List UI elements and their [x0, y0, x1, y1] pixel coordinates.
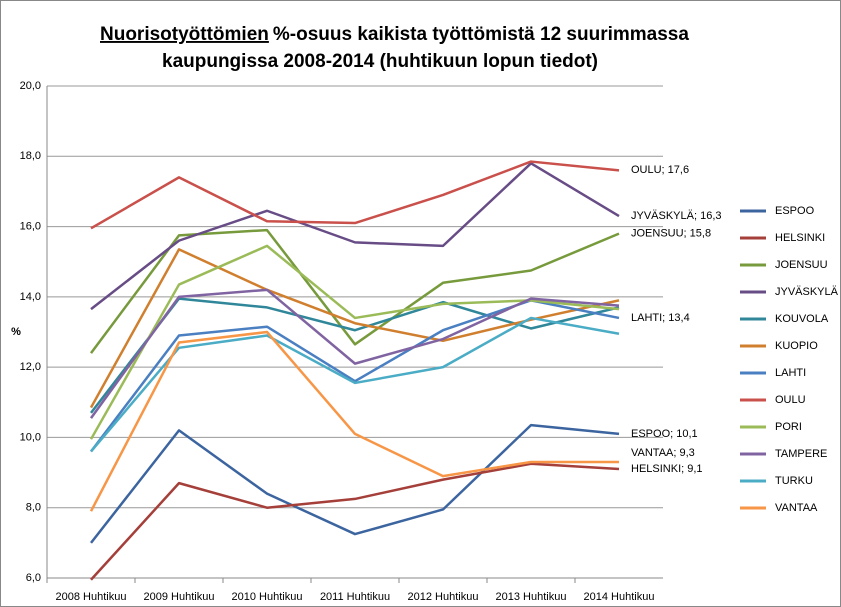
y-tick-label: 10,0 [20, 431, 41, 443]
data-label: OULU; 17,6 [631, 164, 689, 176]
series-line [89, 288, 620, 419]
x-tick-label: 2008 Huhtikuu [56, 591, 127, 603]
title-underlined: Nuorisotyöttömien [100, 24, 269, 45]
series-line [89, 244, 620, 440]
series-line [90, 423, 620, 544]
data-label: HELSINKI; 9,1 [631, 463, 703, 475]
x-tick-label: 2010 Huhtikuu [232, 591, 303, 603]
legend-label: JYVÄSKYLÄ [775, 286, 839, 298]
legend-label: PORI [775, 421, 802, 433]
y-tick-label: 16,0 [20, 220, 41, 232]
chart-title-line2: kaupungissa 2008-2014 (huhtikuun lopun t… [162, 51, 598, 72]
x-tick-label: 2014 Huhtikuu [584, 591, 655, 603]
data-label: LAHTI; 13,4 [631, 312, 690, 324]
y-tick-label: 18,0 [20, 150, 41, 162]
y-tick-label: 14,0 [20, 291, 41, 303]
series-line [90, 462, 620, 581]
x-tick-label: 2012 Huhtikuu [408, 591, 479, 603]
data-label: JYVÄSKYLÄ; 16,3 [631, 210, 722, 222]
chart-title: Nuorisotyöttömien %-osuus kaikista työttö… [100, 24, 689, 45]
legend-label: TAMPERE [775, 448, 827, 460]
y-tick-label: 12,0 [20, 361, 41, 373]
x-tick-label: 2009 Huhtikuu [144, 591, 215, 603]
series-line [90, 162, 620, 311]
legend-label: ESPOO [775, 205, 815, 217]
series-line [89, 248, 620, 409]
x-tick-label: 2013 Huhtikuu [496, 591, 567, 603]
legend-label: HELSINKI [775, 232, 825, 244]
data-label: JOENSUU; 15,8 [631, 228, 711, 240]
series-line [90, 160, 620, 230]
y-tick-label: 6,0 [26, 572, 41, 584]
data-label: ESPOO; 10,1 [631, 428, 698, 440]
legend-label: KOUVOLA [775, 313, 829, 325]
title-rest: %-osuus kaikista työttömistä 12 suurimma… [273, 24, 689, 45]
series-line [89, 330, 619, 512]
y-tick-label: 8,0 [26, 502, 41, 514]
x-tick-label: 2011 Huhtikuu [320, 591, 390, 603]
legend-label: JOENSUU [775, 259, 828, 271]
y-axis-label: % [11, 326, 21, 338]
y-tick-label: 20,0 [20, 80, 41, 92]
legend-label: VANTAA [775, 502, 818, 514]
legend-label: LAHTI [775, 367, 806, 379]
legend-label: OULU [775, 394, 806, 406]
legend-label: TURKU [775, 475, 813, 487]
series-line [89, 228, 620, 354]
series-line [90, 316, 620, 453]
data-label: VANTAA; 9,3 [631, 447, 695, 459]
legend-label: KUOPIO [775, 340, 818, 352]
